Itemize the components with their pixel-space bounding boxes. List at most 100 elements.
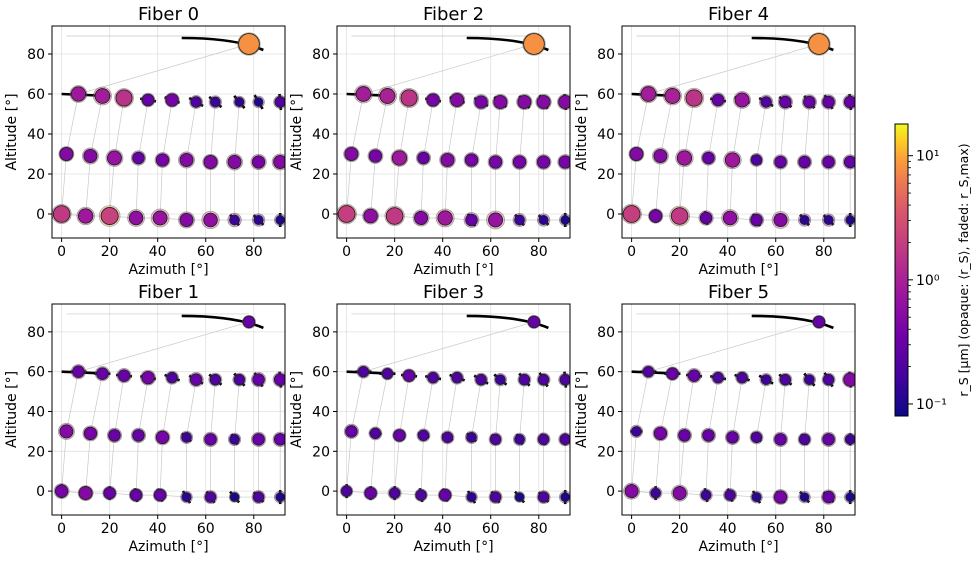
mean-marker [229, 492, 240, 502]
mean-marker [203, 155, 218, 169]
y-tick-label: 20 [312, 167, 330, 183]
mean-marker [78, 486, 93, 501]
colorbar-tick-label: 10⁰ [916, 273, 940, 289]
mean-marker [640, 86, 657, 102]
mean-marker [488, 155, 503, 169]
y-axis-label: Altitude [°] [4, 93, 20, 170]
plot-content [339, 313, 570, 505]
mean-marker [59, 424, 74, 439]
mean-marker [798, 433, 811, 446]
mean-marker [844, 434, 855, 445]
panel-title: Fiber 2 [423, 4, 484, 25]
mean-marker [648, 209, 663, 223]
mean-marker [843, 155, 855, 169]
mean-marker [155, 153, 170, 167]
mean-marker [229, 214, 240, 226]
y-tick-label: 60 [312, 87, 330, 103]
mean-marker [364, 486, 377, 500]
x-tick-label: 0 [342, 244, 351, 260]
mean-marker [750, 154, 763, 166]
mean-marker [106, 150, 122, 166]
y-axis-label: Altitude [°] [289, 371, 305, 448]
mean-marker [252, 491, 265, 503]
x-tick-label: 60 [197, 244, 215, 260]
mean-marker [464, 153, 479, 167]
mean-marker [466, 492, 477, 503]
x-tick-label: 20 [101, 521, 119, 537]
mean-marker [799, 214, 810, 226]
x-tick-label: 0 [57, 521, 66, 537]
mean-marker [560, 492, 570, 502]
mean-marker [77, 208, 94, 224]
x-tick-label: 60 [197, 521, 215, 537]
mean-marker [242, 315, 256, 329]
mean-marker [181, 492, 192, 503]
x-tick-label: 20 [386, 521, 404, 537]
axes-frame [621, 303, 856, 516]
mean-marker [379, 88, 396, 104]
mean-marker [466, 432, 477, 443]
axes-frame [51, 303, 286, 516]
x-tick-label: 60 [482, 244, 500, 260]
mean-marker [760, 96, 772, 108]
y-tick-label: 0 [36, 484, 45, 500]
mean-marker [274, 96, 285, 108]
colorbar-gradient [894, 123, 909, 417]
mean-marker [253, 214, 264, 226]
mean-marker [437, 210, 453, 226]
x-tick-label: 80 [245, 521, 263, 537]
mean-marker [629, 147, 644, 161]
y-tick-label: 80 [312, 325, 330, 341]
y-tick-label: 60 [597, 87, 615, 103]
mean-marker [653, 149, 668, 163]
x-tick-label: 40 [149, 244, 167, 260]
y-tick-label: 0 [606, 484, 615, 500]
mean-marker [722, 210, 738, 226]
y-tick-label: 20 [27, 444, 45, 460]
mean-marker [209, 373, 222, 386]
mean-marker [822, 433, 835, 446]
x-tick-label: 20 [671, 521, 689, 537]
mean-marker [678, 429, 691, 442]
y-tick-label: 60 [312, 365, 330, 381]
mean-marker [812, 315, 826, 329]
mean-marker [83, 426, 98, 441]
mean-marker [153, 488, 167, 502]
mean-marker [474, 95, 488, 109]
mean-marker [711, 93, 725, 107]
mean-marker [622, 205, 641, 223]
plot-content [53, 313, 285, 505]
mean-marker [117, 369, 131, 382]
mean-marker [670, 207, 689, 225]
trajectory-arc [181, 314, 264, 330]
mean-marker [166, 371, 178, 384]
mean-marker [736, 371, 748, 384]
mean-marker [845, 215, 855, 225]
mean-marker [203, 212, 218, 228]
plot-area [337, 26, 570, 238]
mean-marker [415, 489, 427, 501]
mean-marker [518, 373, 531, 386]
y-axis-label: Altitude [°] [289, 93, 305, 170]
mean-marker [391, 150, 408, 166]
x-tick-label: 40 [434, 521, 452, 537]
mean-marker [179, 153, 194, 167]
mean-marker [475, 373, 487, 386]
panel-4: 0 0 20 20 40 40 60 60 80 80 Fiber 3 Azimuth [°] Alti… [289, 282, 571, 555]
mean-marker [52, 205, 71, 223]
mean-marker [774, 155, 787, 169]
mean-marker [702, 429, 715, 442]
x-tick-label: 20 [101, 244, 119, 260]
mean-marker [275, 215, 285, 225]
mean-marker [94, 88, 111, 104]
mean-marker [103, 486, 116, 500]
mean-marker [822, 373, 835, 386]
x-tick-label: 60 [482, 521, 500, 537]
mean-marker [685, 89, 703, 107]
mean-marker [381, 367, 394, 380]
mean-marker [363, 208, 378, 224]
mean-marker [536, 155, 551, 169]
x-axis-label: Azimuth [°] [128, 262, 208, 278]
y-tick-label: 20 [312, 444, 330, 460]
